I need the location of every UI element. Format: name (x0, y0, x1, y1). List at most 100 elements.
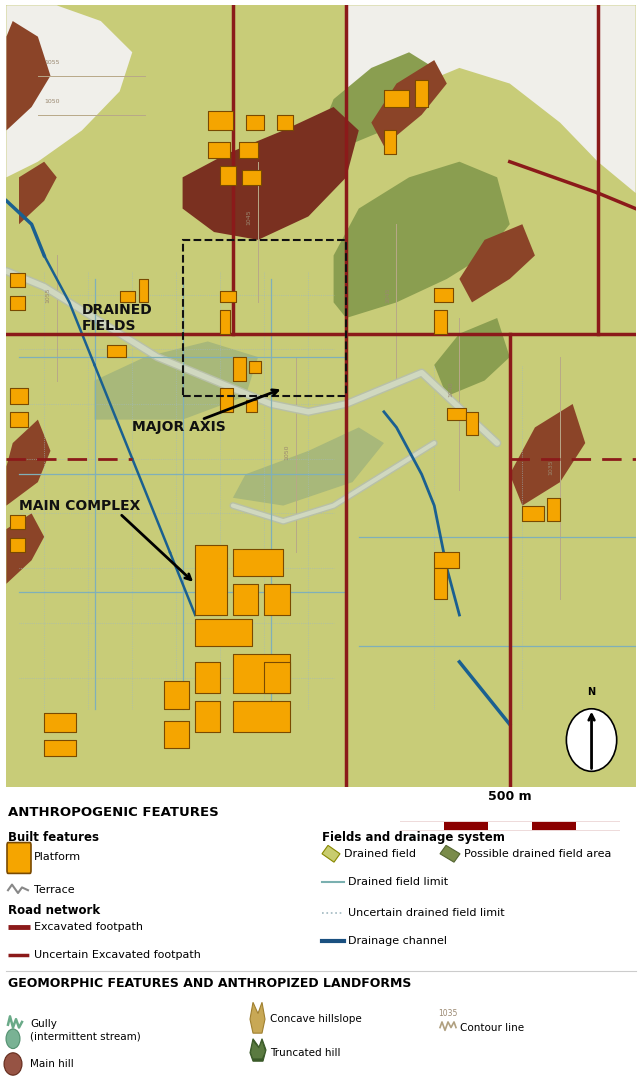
Polygon shape (6, 513, 44, 584)
Text: GEOMORPHIC FEATURES AND ANTHROPIZED LANDFORMS: GEOMORPHIC FEATURES AND ANTHROPIZED LAND… (8, 977, 412, 990)
Bar (220, 310, 230, 334)
Text: Uncertain drained field limit: Uncertain drained field limit (348, 908, 505, 917)
Polygon shape (94, 342, 258, 419)
Text: 500 m: 500 m (488, 790, 532, 803)
Text: 1050: 1050 (284, 444, 290, 459)
Bar (139, 279, 148, 302)
Text: N: N (587, 687, 596, 697)
Polygon shape (182, 107, 359, 240)
Bar (523, 506, 544, 521)
Bar (10, 388, 28, 404)
Bar (195, 544, 227, 614)
Text: 1045: 1045 (385, 288, 390, 303)
Bar (208, 142, 230, 157)
Polygon shape (321, 52, 434, 146)
Polygon shape (19, 162, 56, 224)
Text: Main hill: Main hill (30, 1059, 74, 1069)
Circle shape (566, 709, 617, 772)
Ellipse shape (4, 1053, 22, 1075)
Bar (245, 115, 265, 130)
Polygon shape (251, 1041, 265, 1059)
Text: Fields and drainage system: Fields and drainage system (322, 831, 505, 844)
Bar (44, 713, 76, 732)
Bar (10, 412, 28, 427)
Bar (434, 568, 447, 599)
Bar (233, 357, 245, 381)
Bar (119, 291, 135, 302)
Bar (265, 662, 290, 693)
Bar (182, 240, 346, 396)
Text: Built features: Built features (8, 831, 99, 844)
Bar (265, 584, 290, 614)
Bar (465, 412, 478, 436)
Text: MAJOR AXIS: MAJOR AXIS (132, 420, 226, 434)
Polygon shape (460, 224, 535, 302)
Polygon shape (250, 1039, 266, 1061)
Polygon shape (250, 1003, 265, 1033)
Bar (10, 515, 25, 529)
Bar (164, 681, 189, 709)
Bar (434, 310, 447, 334)
Text: Gully
(intermittent stream): Gully (intermittent stream) (30, 1019, 141, 1041)
Bar (248, 361, 261, 373)
Text: Platform: Platform (34, 852, 81, 861)
Text: Truncated hill: Truncated hill (270, 1048, 340, 1058)
Text: 1035: 1035 (438, 1009, 457, 1018)
Text: 1040: 1040 (448, 382, 453, 397)
Polygon shape (6, 419, 51, 506)
Bar (277, 115, 293, 130)
Text: ANTHROPOGENIC FEATURES: ANTHROPOGENIC FEATURES (8, 806, 219, 819)
Text: 1055: 1055 (44, 60, 60, 65)
Bar (415, 80, 428, 107)
Bar (245, 400, 257, 412)
Bar (10, 273, 25, 287)
Text: 1045: 1045 (247, 209, 252, 225)
Bar (220, 166, 236, 185)
Bar (44, 740, 76, 756)
Bar (220, 291, 236, 302)
Text: Road network: Road network (8, 904, 100, 917)
Bar (233, 701, 290, 732)
Bar (434, 552, 460, 568)
Polygon shape (6, 5, 132, 177)
Text: 1035: 1035 (549, 459, 554, 475)
Bar (208, 111, 233, 130)
Polygon shape (233, 427, 384, 506)
Bar (384, 89, 409, 107)
Text: Uncertain Excavated footpath: Uncertain Excavated footpath (34, 950, 201, 959)
Polygon shape (322, 845, 340, 862)
Text: 1050: 1050 (44, 99, 60, 105)
Text: MAIN COMPLEX: MAIN COMPLEX (19, 499, 141, 512)
Text: Terrace: Terrace (34, 885, 74, 895)
Polygon shape (334, 162, 510, 318)
Polygon shape (371, 60, 447, 146)
Bar (220, 388, 233, 412)
Bar (447, 407, 465, 419)
Text: 1055: 1055 (46, 288, 51, 303)
Polygon shape (346, 5, 636, 193)
Text: Drained field limit: Drained field limit (348, 876, 448, 887)
Bar (164, 720, 189, 748)
Bar (233, 654, 290, 693)
FancyBboxPatch shape (7, 843, 31, 873)
Text: DRAINED
FIELDS: DRAINED FIELDS (82, 303, 153, 333)
Text: Excavated footpath: Excavated footpath (34, 922, 143, 931)
Bar (233, 584, 258, 614)
Text: Drained field: Drained field (344, 848, 416, 859)
Polygon shape (440, 845, 460, 862)
Bar (10, 538, 25, 552)
Bar (434, 288, 453, 302)
Bar (107, 345, 126, 357)
Bar (10, 296, 25, 310)
Ellipse shape (6, 1028, 20, 1049)
Bar (548, 498, 560, 521)
Bar (239, 142, 258, 157)
Text: Drainage channel: Drainage channel (348, 936, 447, 945)
Text: Possible drained field area: Possible drained field area (464, 848, 611, 859)
Polygon shape (6, 20, 51, 130)
Bar (195, 701, 220, 732)
Bar (384, 130, 397, 154)
Bar (195, 662, 220, 693)
Polygon shape (434, 318, 510, 396)
Bar (243, 169, 261, 185)
